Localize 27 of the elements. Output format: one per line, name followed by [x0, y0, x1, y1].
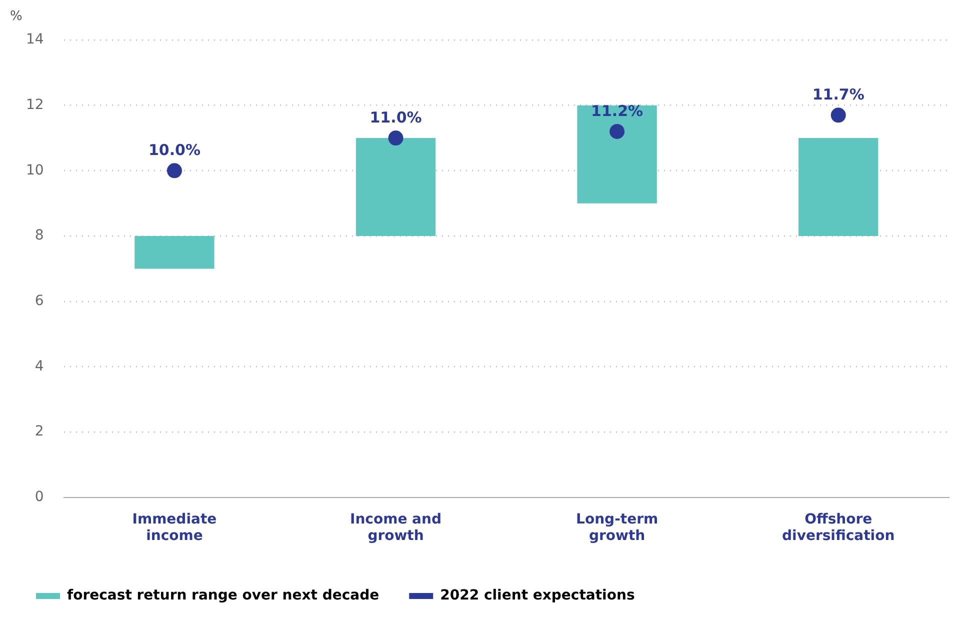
bar: [356, 138, 436, 236]
data-label: 11.7%: [812, 86, 864, 104]
y-tick-label: 10: [26, 162, 44, 178]
y-tick-label: 12: [26, 96, 44, 113]
y-tick-label: 8: [34, 228, 44, 244]
x-tick-label: Offshore diversification: [782, 511, 895, 544]
y-tick-label: 14: [26, 32, 44, 48]
y-tick-label: 6: [34, 293, 44, 310]
y-tick-label: 4: [34, 358, 44, 374]
data-label: 11.0%: [370, 108, 422, 126]
y-tick-label: 0: [34, 489, 44, 506]
y-axis-title: %: [10, 8, 22, 24]
legend-label: 2022 client expectations: [440, 588, 635, 604]
data-label: 10.0%: [148, 141, 200, 160]
point: [166, 163, 182, 178]
bar: [577, 105, 657, 204]
legend-label: forecast return range over next decade: [67, 588, 380, 604]
point: [388, 130, 404, 146]
x-tick-label: Long-term growth: [576, 511, 658, 544]
x-tick-label: Income and growth: [350, 511, 442, 544]
bar: [798, 138, 878, 236]
data-label: 11.2%: [591, 102, 644, 120]
point: [610, 124, 625, 139]
point: [830, 108, 846, 123]
x-tick-label: Immediate income: [132, 511, 217, 544]
y-tick-label: 2: [34, 424, 44, 440]
bar: [134, 236, 214, 269]
